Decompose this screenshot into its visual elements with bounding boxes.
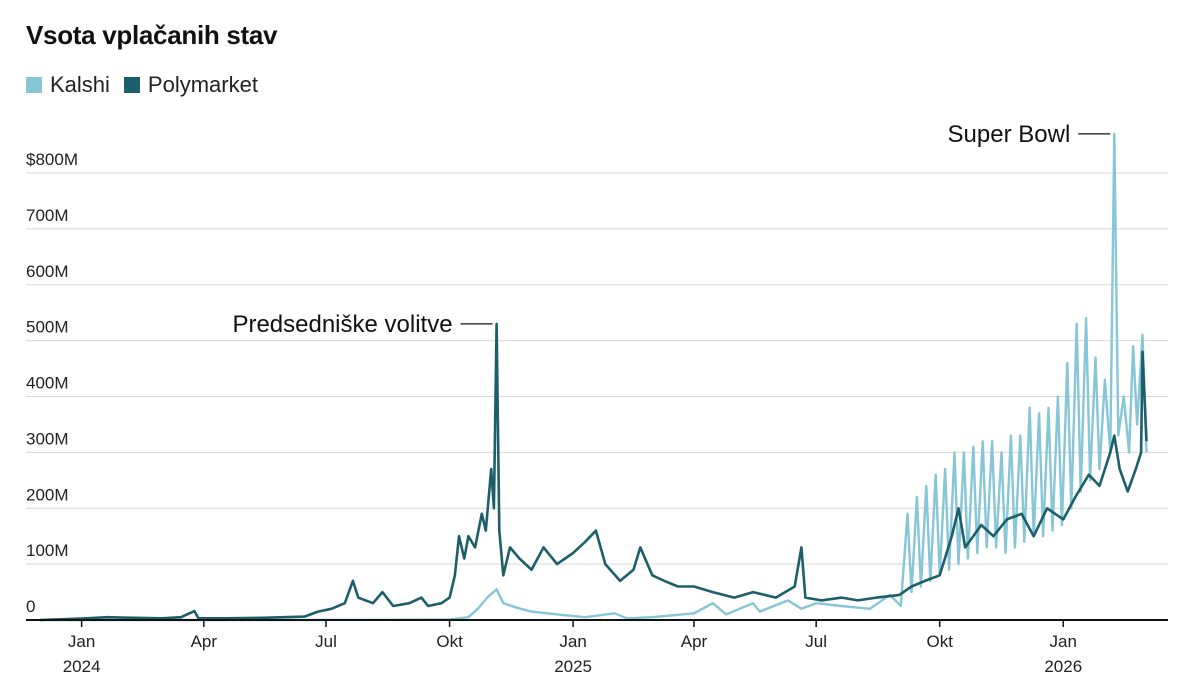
x-tick-year: 2026 — [1044, 657, 1082, 676]
y-tick-label: 100M — [26, 541, 69, 560]
legend-item-polymarket: Polymarket — [123, 72, 258, 98]
y-tick-label: 0 — [26, 597, 35, 616]
y-tick-label: 300M — [26, 429, 69, 448]
x-tick-label: Okt — [436, 632, 463, 651]
legend-swatch-polymarket — [123, 77, 140, 93]
legend-item-kalshi: Kalshi — [26, 72, 110, 98]
x-tick-year: 2025 — [554, 657, 592, 676]
annotation-label: Super Bowl — [948, 121, 1071, 148]
x-tick-label: Jul — [315, 632, 337, 651]
y-tick-label: $800M — [26, 150, 78, 169]
x-tick-label: Okt — [926, 632, 953, 651]
y-tick-label: 600M — [26, 262, 69, 281]
x-tick-label: Jan — [68, 632, 95, 651]
x-tick-year: 2024 — [63, 657, 101, 676]
x-tick-label: Jan — [559, 632, 586, 651]
y-tick-label: 400M — [26, 374, 69, 393]
chart-title: Vsota vplačanih stav — [26, 20, 278, 50]
legend-label-polymarket: Polymarket — [147, 72, 258, 97]
series-line-polymarket — [39, 322, 1148, 622]
y-tick-label: 700M — [26, 206, 69, 225]
legend-label-kalshi: Kalshi — [50, 72, 110, 97]
series-line-kalshi — [40, 132, 1148, 622]
x-tick-label: Jul — [805, 632, 827, 651]
y-tick-label: 200M — [26, 485, 69, 504]
y-tick-label: 500M — [26, 318, 69, 337]
x-tick-label: Apr — [681, 632, 708, 651]
x-tick-label: Jan — [1050, 632, 1077, 651]
legend: Kalshi Polymarket — [26, 72, 272, 98]
x-tick-label: Apr — [191, 632, 218, 651]
legend-swatch-kalshi — [26, 77, 42, 93]
annotation-label: Predsedniške volitve — [232, 311, 452, 338]
